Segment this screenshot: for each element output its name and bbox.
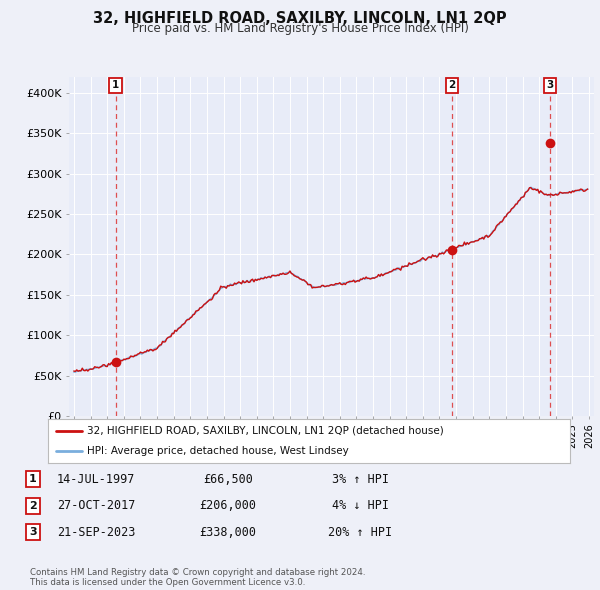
Text: £206,000: £206,000 xyxy=(199,499,257,512)
Text: 3: 3 xyxy=(547,80,554,90)
Text: 2: 2 xyxy=(29,501,37,510)
Text: 2: 2 xyxy=(448,80,455,90)
Text: HPI: Average price, detached house, West Lindsey: HPI: Average price, detached house, West… xyxy=(87,446,349,456)
Text: 27-OCT-2017: 27-OCT-2017 xyxy=(57,499,135,512)
Text: 3% ↑ HPI: 3% ↑ HPI xyxy=(331,473,389,486)
Text: £338,000: £338,000 xyxy=(199,526,257,539)
Text: 1: 1 xyxy=(29,474,37,484)
Text: 32, HIGHFIELD ROAD, SAXILBY, LINCOLN, LN1 2QP: 32, HIGHFIELD ROAD, SAXILBY, LINCOLN, LN… xyxy=(93,11,507,25)
Text: 14-JUL-1997: 14-JUL-1997 xyxy=(57,473,135,486)
Text: 4% ↓ HPI: 4% ↓ HPI xyxy=(331,499,389,512)
Text: 1: 1 xyxy=(112,80,119,90)
Text: Price paid vs. HM Land Registry's House Price Index (HPI): Price paid vs. HM Land Registry's House … xyxy=(131,22,469,35)
Text: 3: 3 xyxy=(29,527,37,537)
Text: Contains HM Land Registry data © Crown copyright and database right 2024.
This d: Contains HM Land Registry data © Crown c… xyxy=(30,568,365,587)
Text: 32, HIGHFIELD ROAD, SAXILBY, LINCOLN, LN1 2QP (detached house): 32, HIGHFIELD ROAD, SAXILBY, LINCOLN, LN… xyxy=(87,426,444,436)
Text: 21-SEP-2023: 21-SEP-2023 xyxy=(57,526,135,539)
Text: £66,500: £66,500 xyxy=(203,473,253,486)
Text: 20% ↑ HPI: 20% ↑ HPI xyxy=(328,526,392,539)
